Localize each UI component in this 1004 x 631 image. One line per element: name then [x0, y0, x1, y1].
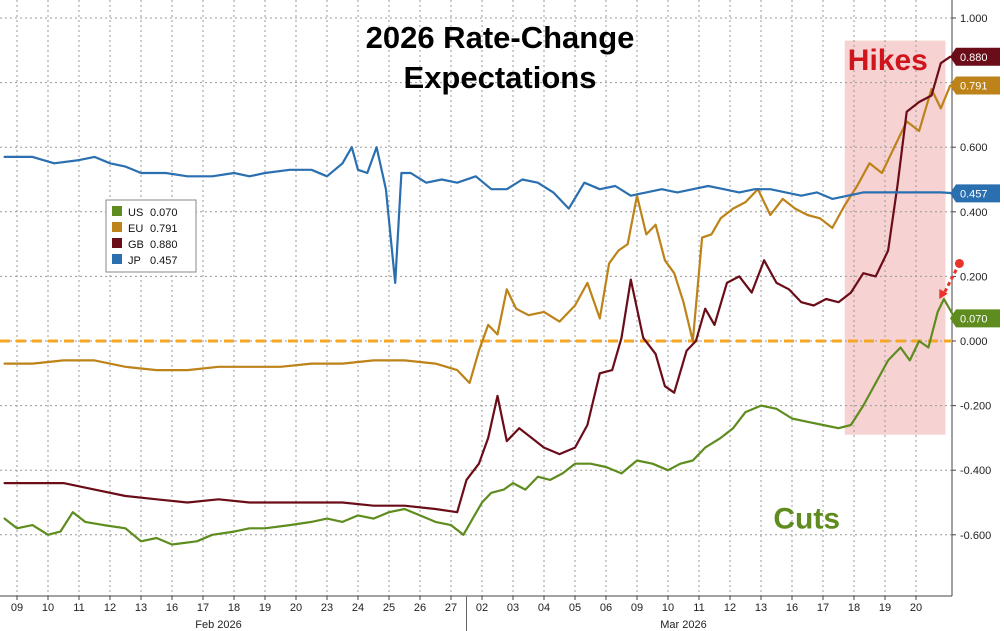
x-tick-label: 04: [538, 602, 550, 614]
x-tick-label: 16: [786, 602, 798, 614]
value-tags: 0.880 0.791 0.457 0.070: [950, 47, 1000, 328]
x-tick-label: 23: [321, 602, 333, 614]
legend-code-us: US: [128, 207, 143, 219]
legend-item-jp: JP 0.457: [112, 254, 178, 267]
x-tick-label: 05: [569, 602, 581, 614]
legend-value-eu: 0.791: [150, 223, 178, 235]
annotation-cuts: Cuts: [773, 503, 840, 536]
legend-value-gb: 0.880: [150, 239, 178, 251]
y-tick-label: 0.000: [960, 336, 988, 348]
x-tick-label: 03: [507, 602, 519, 614]
month-label: Feb 2026: [195, 619, 241, 631]
series-line-eu: [3, 84, 958, 385]
legend-item-eu: EU 0.791: [112, 222, 178, 235]
grid-layer: [0, 0, 952, 596]
x-tick-label: 19: [879, 602, 891, 614]
x-tick-label: 09: [11, 602, 23, 614]
annotation-hikes: Hikes: [848, 44, 928, 77]
hikes-shaded-region: [844, 40, 946, 435]
legend-code-gb: GB: [128, 239, 144, 251]
legend-code-jp: JP: [128, 255, 141, 267]
x-tick-label: 13: [755, 602, 767, 614]
series-line-us: [3, 297, 958, 546]
arrow-shaft: [942, 262, 961, 294]
x-tick-label: 17: [817, 602, 829, 614]
value-tag: [950, 47, 1000, 66]
series-layer: [3, 55, 958, 546]
legend-item-gb: GB 0.880: [112, 238, 178, 251]
legend-swatch-gb: [112, 238, 122, 248]
value-tag: [950, 184, 1000, 203]
value-tag-label: 0.880: [960, 52, 988, 64]
x-tick-label: 10: [42, 602, 54, 614]
value-tag-label: 0.457: [960, 188, 988, 200]
x-tick-label: 18: [848, 602, 860, 614]
x-tick-label: 19: [259, 602, 271, 614]
x-tick-labels: 09 10 11 12 13 16 17 18 19 20 23 24 25 26 27 02 03 04 05 06…: [11, 596, 922, 631]
y-tick-label: 0.200: [960, 271, 988, 283]
title-line-2: Expectations: [404, 60, 597, 95]
legend-value-jp: 0.457: [150, 255, 178, 267]
x-tick-label: 09: [631, 602, 643, 614]
y-tick-label: -0.600: [960, 530, 991, 542]
x-tick-label: 12: [104, 602, 116, 614]
legend-value-us: 0.070: [150, 207, 178, 219]
x-tick-label: 13: [135, 602, 147, 614]
legend: US 0.070 EU 0.791 GB 0.880 JP 0.457: [105, 199, 197, 273]
x-tick-label: 10: [662, 602, 674, 614]
series-line-jp: [3, 146, 958, 284]
legend-swatch-us: [112, 206, 122, 216]
month-label: Mar 2026: [660, 619, 706, 631]
series-line-gb: [3, 55, 958, 514]
x-tick-label: 17: [197, 602, 209, 614]
y-tick-label: -0.200: [960, 401, 991, 413]
x-tick-label: 02: [476, 602, 488, 614]
x-tick-label: 25: [383, 602, 395, 614]
x-tick-label: 11: [73, 602, 84, 614]
x-tick-label: 11: [693, 602, 704, 614]
x-tick-label: 24: [352, 602, 364, 614]
legend-item-us: US 0.070: [112, 206, 178, 219]
x-tick-label: 27: [445, 602, 457, 614]
y-tick-label: 0.600: [960, 142, 988, 154]
x-tick-label: 20: [910, 602, 922, 614]
value-tag-label: 0.070: [960, 313, 988, 325]
y-tick-label: -0.400: [960, 465, 991, 477]
axis-layer: [0, 0, 953, 597]
x-tick-label: 18: [228, 602, 240, 614]
legend-swatch-eu: [112, 222, 122, 232]
x-tick-label: 16: [166, 602, 178, 614]
x-tick-label: 26: [414, 602, 426, 614]
chart-title: 2026 Rate-Change Expectations: [366, 20, 635, 95]
shaded-region-layer: [844, 40, 946, 435]
legend-swatch-jp: [112, 254, 122, 264]
legend-code-eu: EU: [128, 223, 143, 235]
title-line-1: 2026 Rate-Change: [366, 20, 635, 55]
annotations: Hikes Cuts: [773, 44, 964, 536]
value-tag-label: 0.791: [960, 81, 988, 93]
x-tick-label: 20: [290, 602, 302, 614]
arrow-head: [939, 289, 948, 300]
value-tag: [950, 309, 1000, 328]
value-tag: [950, 76, 1000, 95]
y-tick-label: 1.000: [960, 13, 988, 25]
x-tick-label: 06: [600, 602, 612, 614]
x-tick-label: 12: [724, 602, 736, 614]
y-tick-label: 0.400: [960, 207, 988, 219]
